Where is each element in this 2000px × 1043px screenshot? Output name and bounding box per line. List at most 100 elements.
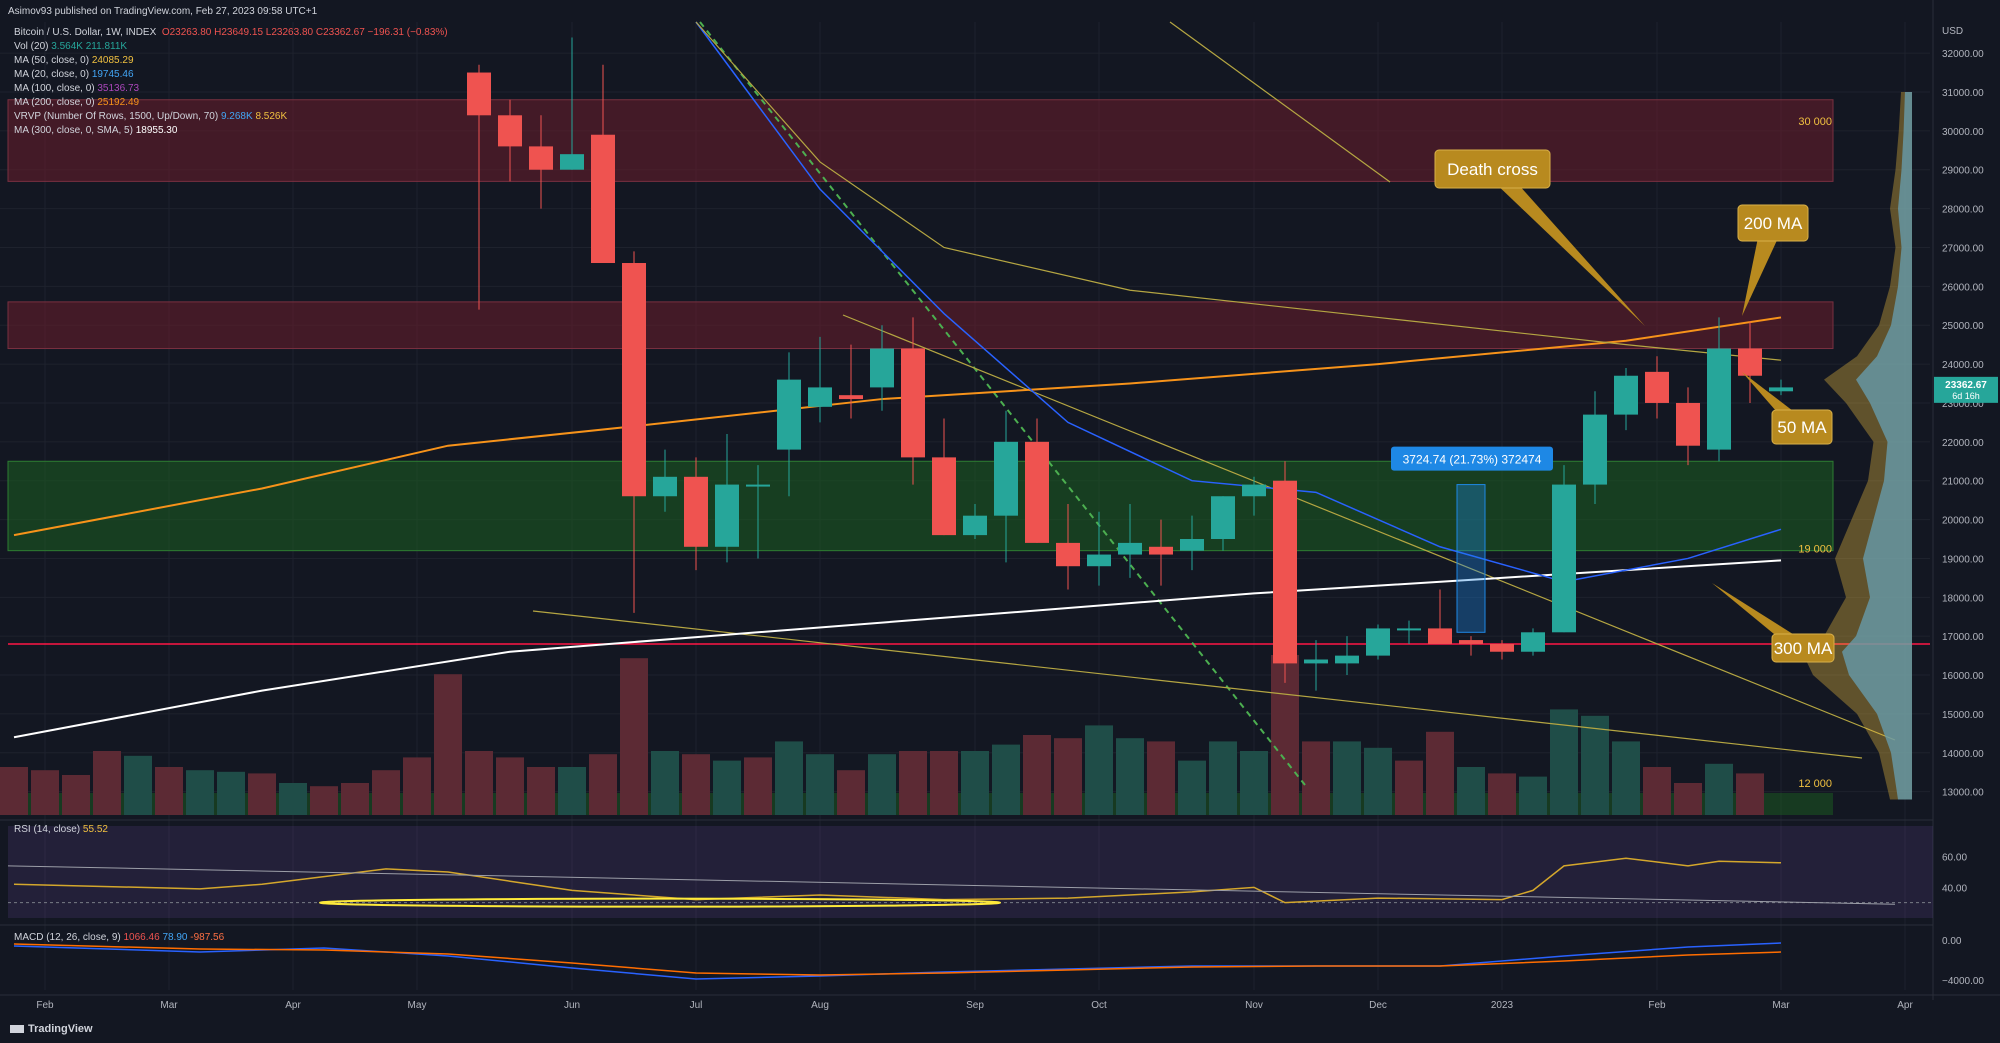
time-tick: Aug (811, 1000, 829, 1011)
volume-bar (434, 674, 462, 815)
time-tick: Nov (1245, 1000, 1263, 1011)
ma300-line (13, 559, 1782, 739)
rsi-line (13, 857, 1782, 904)
candle-body (1552, 484, 1576, 633)
candle-body (1056, 542, 1080, 567)
price-axis[interactable]: USD 13000.00 14000.00 15000.00 16000.00 17000… (1932, 0, 2000, 1000)
legend-ma20[interactable]: MA (20, close, 0) 19745.46 (14, 68, 448, 82)
price-axis-bg (1933, 0, 2000, 1000)
vrvp-value-a: 9.268K (220, 111, 253, 122)
volume-bar (1426, 731, 1454, 815)
time-tick: Feb (1648, 1000, 1666, 1011)
candle-body (1490, 643, 1514, 652)
volume-bar (1209, 741, 1237, 815)
candle-body (1025, 441, 1049, 543)
ma20-label: MA (20, close, 0) (14, 69, 90, 80)
volume-bar (1364, 747, 1392, 815)
measure-tool: 3724.74 (21.73%) 372474 (1391, 446, 1553, 633)
price-tick: 27000.00 (1942, 243, 1984, 254)
macd-value-b: 78.90 (162, 932, 188, 943)
vol-values: 3.564K 211.811K (51, 41, 128, 52)
measure-label-bg (1391, 446, 1553, 471)
macd-value-a: 1066.46 (123, 932, 160, 943)
candle-body (1428, 628, 1452, 644)
legend-vrvp[interactable]: VRVP (Number Of Rows, 1500, Up/Down, 70)… (14, 110, 448, 124)
candle-body (1645, 371, 1669, 403)
volume-bar (1147, 741, 1175, 815)
volume-bar (961, 751, 989, 815)
time-tick: May (408, 1000, 427, 1011)
volume-bar (1581, 715, 1609, 815)
price-tick: 23000.00 (1942, 399, 1984, 410)
yellow-trendline-top (1169, 21, 1391, 183)
rsi-legend[interactable]: RSI (14, close) 55.52 (14, 824, 108, 835)
price-tick: 15000.00 (1942, 710, 1984, 721)
time-tick: Apr (285, 1000, 301, 1011)
candle-body (1242, 484, 1266, 497)
legend-ma100[interactable]: MA (100, close, 0) 35136.73 (14, 82, 448, 96)
legend-ma200[interactable]: MA (200, close, 0) 25192.49 (14, 96, 448, 110)
rsi-oversold-highlight (319, 897, 1001, 908)
candle-body (715, 484, 739, 547)
volume-bar (1116, 738, 1144, 815)
price-tick: 25000.00 (1942, 321, 1984, 332)
symbol-label: Bitcoin / U.S. Dollar, 1W, INDEX (14, 27, 157, 38)
time-axis[interactable]: Feb Mar Apr May Jun Jul Aug Sep Oct Nov Dec 2023 Feb… (0, 994, 2000, 1011)
volume-bar (0, 767, 28, 815)
ma300-callout-box (1771, 633, 1835, 663)
volume-bar (1395, 760, 1423, 815)
legend-vol[interactable]: Vol (20) 3.564K 211.811K (14, 40, 448, 54)
ma50-line (695, 21, 1782, 361)
candle-body (1521, 632, 1545, 652)
vrvp-down-profile (1802, 91, 1912, 800)
macd-tick: 0.00 (1942, 936, 1962, 947)
price-tick: 16000.00 (1942, 671, 1984, 682)
candle-body (1304, 659, 1328, 664)
rsi-label: RSI (14, close) (14, 824, 81, 835)
candlesticks[interactable] (436, 0, 1793, 691)
candle-body (1335, 655, 1359, 664)
volume-bar (775, 741, 803, 815)
time-tick: Dec (1369, 1000, 1387, 1011)
time-tick: Jun (564, 1000, 580, 1011)
price-tick: 24000.00 (1942, 360, 1984, 371)
volume-bar (310, 786, 338, 815)
tradingview-logo[interactable]: TradingView (10, 1023, 93, 1035)
volume-bar (1674, 783, 1702, 815)
green-dashed-trendline (699, 21, 1306, 786)
candle-body (839, 395, 863, 400)
volume-bar (1240, 751, 1268, 815)
ma100-label: MA (100, close, 0) (14, 83, 95, 94)
candle-body (746, 484, 770, 487)
volume-bar (217, 771, 245, 815)
candle-body (1180, 539, 1204, 551)
legend-ma300[interactable]: MA (300, close, 0, SMA, 5) 18955.30 (14, 124, 448, 138)
macd-label: MACD (12, 26, close, 9) (14, 932, 121, 943)
volume-bar (1519, 776, 1547, 815)
price-tick: 21000.00 (1942, 477, 1984, 488)
current-time: 6d 16h (1952, 391, 1980, 401)
volume-bar (62, 775, 90, 815)
volume-bar (93, 751, 121, 815)
ma50-label: MA (50, close, 0) (14, 55, 90, 66)
price-tick: 26000.00 (1942, 282, 1984, 293)
legend-ma50[interactable]: MA (50, close, 0) 24085.29 (14, 54, 448, 68)
time-tick: Apr (1897, 1000, 1913, 1011)
legend-symbol[interactable]: Bitcoin / U.S. Dollar, 1W, INDEX O23263.… (14, 26, 448, 40)
volume-bar (806, 754, 834, 815)
vol-label: Vol (20) (14, 41, 49, 52)
macd-legend[interactable]: MACD (12, 26, close, 9) 1066.46 78.90 -9… (14, 932, 224, 943)
time-tick: Jul (690, 1000, 703, 1011)
volume-bar (868, 754, 896, 815)
price-tick: 17000.00 (1942, 632, 1984, 643)
rsi-trendline (7, 865, 1896, 905)
volume-bar (589, 754, 617, 815)
volume-bar (744, 757, 772, 815)
publisher-text: Asimov93 published on TradingView.com, F… (8, 6, 318, 17)
volume-bar (1178, 760, 1206, 815)
ma200-callout-text: 200 MA (1744, 214, 1803, 233)
candle-body (1366, 628, 1390, 656)
price-tick: 18000.00 (1942, 593, 1984, 604)
ma200-value: 25192.49 (97, 97, 140, 108)
